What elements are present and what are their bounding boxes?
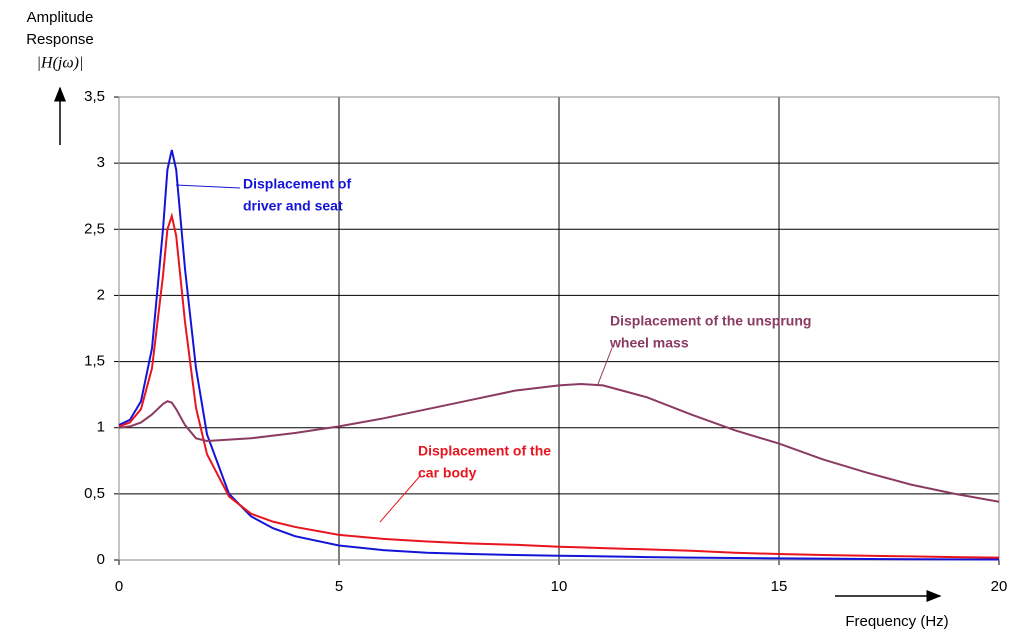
leader-line (597, 347, 613, 385)
x-tick-label: 5 (335, 578, 343, 595)
annotation: car body (418, 465, 477, 481)
leader-line (175, 184, 241, 189)
y-label: |H(jω)| (37, 55, 84, 72)
x-tick-label: 0 (115, 578, 123, 595)
y-tick-label: 1 (97, 419, 105, 436)
y-tick-label: 0 (97, 551, 105, 568)
y-label: Response (26, 31, 94, 48)
series-line (118, 383, 1000, 503)
y-tick-label: 0,5 (84, 485, 105, 502)
y-tick-label: 2,5 (84, 220, 105, 237)
y-tick-label: 3 (97, 154, 105, 171)
y-tick-label: 1,5 (84, 353, 105, 370)
annotation: Displacement of (243, 176, 351, 192)
series-line (118, 212, 1000, 559)
y-tick-label: 3,5 (84, 88, 105, 105)
leader-line (379, 475, 421, 523)
annotation: Displacement of the unsprung (610, 313, 811, 329)
annotation: wheel mass (609, 335, 689, 351)
x-tick-label: 10 (551, 578, 568, 595)
y-tick-label: 2 (97, 286, 105, 303)
series-line (118, 149, 1000, 561)
annotation: Displacement of the (418, 443, 551, 459)
y-label: Amplitude (27, 9, 94, 26)
annotation: driver and seat (243, 198, 343, 214)
x-label: Frequency (Hz) (845, 613, 948, 630)
plot-border (118, 96, 1000, 561)
x-tick-label: 15 (771, 578, 788, 595)
x-tick-label: 20 (991, 578, 1008, 595)
